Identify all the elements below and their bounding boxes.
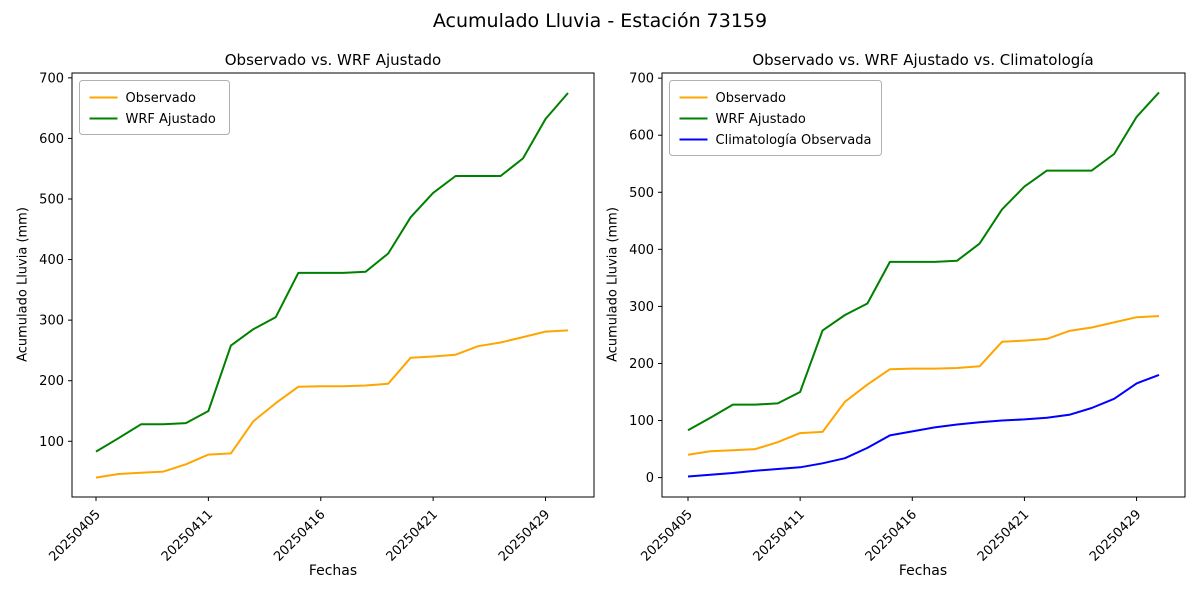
x-tick-label: 20250421 [975,507,1032,564]
plot-border [71,72,595,498]
y-tick-label: 600 [629,129,654,144]
y-tick-label: 700 [629,72,654,87]
right-x-axis-label: Fechas [898,563,948,579]
x-tick-label: 20250411 [751,507,808,564]
y-tick-label: 500 [39,192,64,207]
plot-border [661,72,1186,498]
legend-label: Observado [716,91,787,106]
series-line-wrf-ajustado [95,92,569,453]
legend-box [669,80,882,156]
legend-label: Climatología Observada [716,133,872,148]
legend-label: WRF Ajustado [126,112,216,127]
y-tick-label: 200 [629,357,654,372]
y-tick-label: 400 [39,253,64,268]
figure-title: Acumulado Lluvia - Estación 73159 [432,10,768,32]
x-tick-label: 20250429 [1087,507,1144,564]
series-line-observado [687,315,1160,456]
series-line-climatolog-a-observada [687,373,1160,478]
right-chart-title: Observado vs. WRF Ajustado vs. Climatolo… [752,51,1094,69]
series-line-wrf-ajustado [687,91,1160,432]
y-tick-label: 300 [39,314,64,329]
left-chart-title: Observado vs. WRF Ajustado [224,51,442,69]
x-tick-label: 20250416 [863,507,920,564]
y-tick-label: 100 [629,414,654,429]
y-tick-label: 400 [629,243,654,258]
x-tick-label: 20250405 [638,507,695,564]
y-tick-label: 600 [39,132,64,147]
y-tick-label: 0 [646,471,654,486]
y-tick-label: 300 [629,300,654,315]
y-tick-label: 200 [39,374,64,389]
left-x-axis-label: Fechas [308,563,358,579]
legend-box [79,80,230,135]
series-line-observado [95,329,569,479]
y-tick-label: 500 [629,186,654,201]
y-tick-label: 700 [39,71,64,86]
legend-label: Observado [126,91,197,106]
legend-label: WRF Ajustado [716,112,806,127]
y-tick-label: 100 [39,435,64,450]
